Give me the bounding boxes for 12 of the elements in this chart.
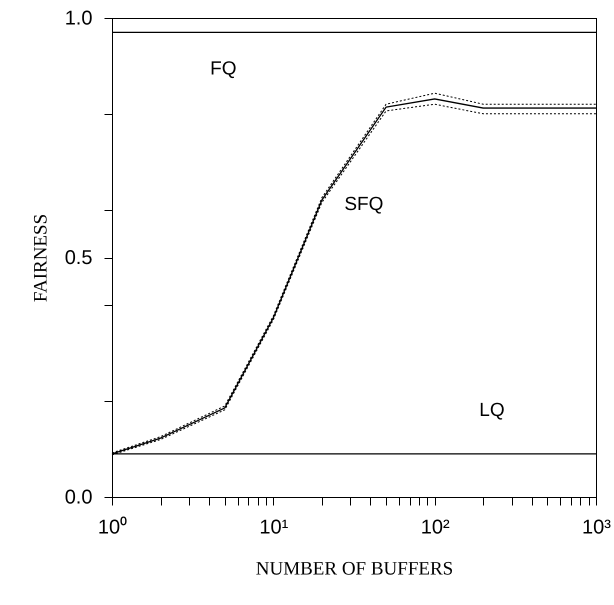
- y-tick-label: 0.0: [64, 486, 92, 508]
- y-tick-label: 1.0: [64, 8, 92, 30]
- y-tick-label: 0.5: [64, 247, 92, 269]
- y-axis-title: FAIRNESS: [30, 214, 52, 302]
- x-tick-label: 10¹: [259, 516, 289, 538]
- x-axis-title: NUMBER OF BUFFERS: [256, 558, 454, 580]
- series-label: SFQ: [344, 194, 384, 216]
- x-tick-label: 10³: [582, 516, 612, 538]
- x-tick-label: 10⁰: [98, 516, 128, 538]
- series-label: LQ: [479, 400, 505, 421]
- x-tick-label: 10²: [420, 516, 450, 538]
- series-label: FQ: [210, 58, 237, 80]
